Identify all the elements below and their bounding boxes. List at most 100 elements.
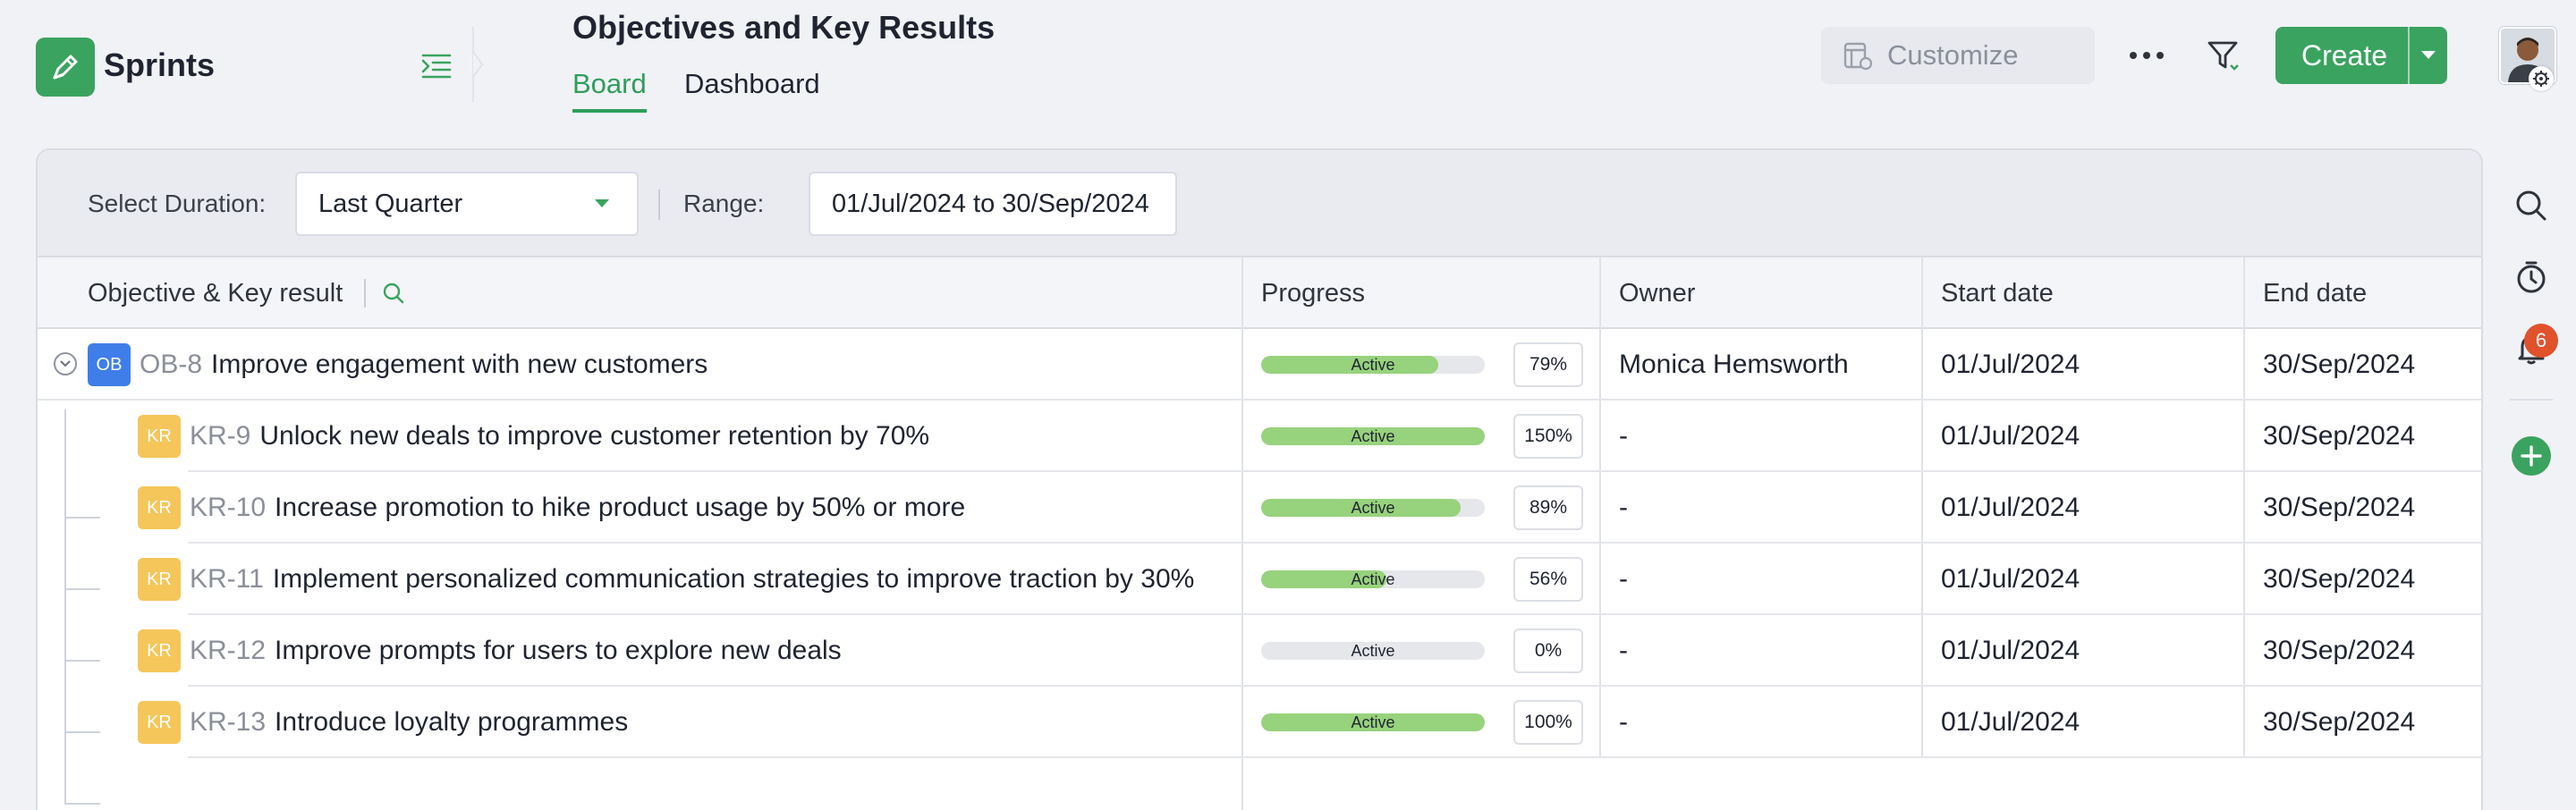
tree-connector [64, 517, 100, 519]
item-title[interactable]: Increase promotion to hike product usage… [275, 493, 966, 522]
table-row-objective[interactable]: OB OB-8 Improve engagement with new cust… [38, 329, 2481, 401]
header-divider [364, 279, 367, 308]
objective-badge: OB [88, 343, 131, 386]
item-id[interactable]: KR-12 [190, 636, 267, 665]
progress-percentage[interactable]: 56% [1513, 557, 1583, 602]
column-divider [1599, 257, 1601, 758]
status-label: Active [1351, 642, 1395, 660]
tree-connector [64, 803, 100, 805]
start-date-cell[interactable]: 01/Jul/2024 [1941, 636, 2080, 665]
start-date-cell[interactable]: 01/Jul/2024 [1941, 421, 2080, 451]
owner-cell[interactable]: Monica Hemsworth [1619, 350, 1849, 379]
end-date-cell[interactable]: 30/Sep/2024 [2263, 493, 2416, 522]
item-title[interactable]: Unlock new deals to improve customer ret… [259, 421, 930, 451]
table-row-key-result[interactable]: KR KR-11 Implement personalized communic… [38, 544, 2481, 615]
column-header-objective[interactable]: Objective & Key result [88, 257, 405, 329]
range-label: Range: [683, 190, 765, 217]
end-date-cell[interactable]: 30/Sep/2024 [2263, 636, 2416, 665]
create-dropdown-toggle[interactable] [2408, 27, 2447, 84]
column-header-progress[interactable]: Progress [1261, 278, 1366, 308]
end-date-cell[interactable]: 30/Sep/2024 [2263, 707, 2416, 737]
global-search-button[interactable] [2510, 184, 2553, 227]
column-divider [2243, 257, 2245, 758]
table-row-key-result[interactable]: KR KR-12 Improve prompts for users to ex… [38, 615, 2481, 687]
chevron-down-icon [60, 360, 71, 367]
start-date-cell[interactable]: 01/Jul/2024 [1941, 493, 2080, 522]
item-id[interactable]: OB-8 [140, 350, 203, 379]
date-range-field[interactable]: 01/Jul/2024 to 30/Sep/2024 [809, 172, 1177, 236]
owner-cell[interactable]: - [1619, 707, 1628, 737]
progress-fill [1261, 713, 1485, 731]
start-date-cell[interactable]: 01/Jul/2024 [1941, 564, 2080, 594]
table-row-key-result[interactable]: KR KR-10 Increase promotion to hike prod… [38, 472, 2481, 544]
search-icon[interactable] [382, 282, 405, 305]
filter-divider [658, 190, 660, 220]
create-label: Create [2301, 38, 2388, 72]
add-button[interactable] [2510, 435, 2553, 477]
end-date-cell[interactable]: 30/Sep/2024 [2263, 421, 2416, 451]
item-id[interactable]: KR-9 [190, 421, 251, 451]
more-options-button[interactable] [2120, 36, 2174, 75]
item-title[interactable]: Implement personalized communication str… [272, 564, 1195, 594]
item-title[interactable]: Improve engagement with new customers [211, 350, 708, 379]
filter-button[interactable] [2202, 34, 2247, 79]
end-date-cell[interactable]: 30/Sep/2024 [2263, 350, 2416, 379]
key-result-badge: KR [138, 558, 181, 601]
tree-connector [64, 660, 100, 662]
start-date-cell[interactable]: 01/Jul/2024 [1941, 707, 2080, 737]
item-title[interactable]: Introduce loyalty programmes [275, 707, 629, 737]
column-header-end-date[interactable]: End date [2263, 278, 2368, 308]
progress-percentage[interactable]: 79% [1513, 342, 1583, 387]
collapse-toggle[interactable] [54, 352, 77, 375]
tab-board[interactable]: Board [572, 68, 647, 113]
table-row-key-result[interactable]: KR KR-9 Unlock new deals to improve cust… [38, 401, 2481, 472]
column-header-owner[interactable]: Owner [1619, 278, 1696, 308]
progress-cell: Active 0% [1243, 615, 1599, 687]
page-title: Objectives and Key Results [572, 9, 996, 46]
progress-percentage[interactable]: 0% [1513, 629, 1583, 673]
item-title[interactable]: Improve prompts for users to explore new… [275, 636, 842, 665]
key-result-badge: KR [138, 486, 181, 529]
end-date-cell[interactable]: 30/Sep/2024 [2263, 564, 2416, 594]
ellipsis-icon [2130, 52, 2164, 59]
column-divider [1921, 257, 1923, 758]
status-label: Active [1351, 427, 1395, 445]
column-divider [1241, 257, 1243, 810]
progress-bar: Active [1261, 570, 1485, 588]
timer-button[interactable] [2510, 256, 2553, 299]
duration-filter-bar: Select Duration: Last Quarter Range: 01/… [38, 150, 2481, 257]
progress-percentage[interactable]: 89% [1513, 485, 1583, 530]
progress-cell: Active 89% [1243, 472, 1599, 544]
customize-label: Customize [1887, 39, 2019, 71]
key-result-badge: KR [138, 701, 181, 744]
item-id[interactable]: KR-13 [190, 707, 267, 737]
owner-cell[interactable]: - [1619, 636, 1628, 665]
tab-dashboard[interactable]: Dashboard [684, 68, 820, 99]
column-header-start-date[interactable]: Start date [1941, 278, 2054, 308]
owner-cell[interactable]: - [1619, 421, 1628, 451]
search-icon [2516, 190, 2546, 221]
progress-fill [1261, 427, 1485, 445]
item-id[interactable]: KR-10 [190, 493, 267, 522]
settings-icon[interactable] [2529, 66, 2554, 91]
key-result-badge: KR [138, 629, 181, 672]
owner-cell[interactable]: - [1619, 493, 1628, 522]
duration-select[interactable]: Last Quarter [295, 172, 639, 236]
customize-button[interactable]: Customize [1821, 27, 2095, 84]
start-date-cell[interactable]: 01/Jul/2024 [1941, 350, 2080, 379]
table-row-key-result[interactable]: KR KR-13 Introduce loyalty programmes Ac… [38, 687, 2481, 758]
progress-percentage[interactable]: 100% [1513, 700, 1583, 745]
progress-cell: Active 100% [1243, 687, 1599, 758]
status-label: Active [1351, 356, 1395, 374]
progress-percentage[interactable]: 150% [1513, 414, 1583, 459]
progress-fill [1261, 356, 1438, 374]
app-name: Sprints [104, 46, 216, 83]
collapse-sidebar-button[interactable] [419, 46, 454, 86]
range-value: 01/Jul/2024 to 30/Sep/2024 [832, 189, 1149, 218]
notification-count-badge: 6 [2524, 324, 2558, 358]
progress-cell: Active 56% [1243, 544, 1599, 615]
create-button[interactable]: Create [2275, 27, 2447, 84]
owner-cell[interactable]: - [1619, 564, 1628, 594]
item-id[interactable]: KR-11 [190, 564, 264, 594]
app-logo[interactable] [36, 38, 95, 97]
